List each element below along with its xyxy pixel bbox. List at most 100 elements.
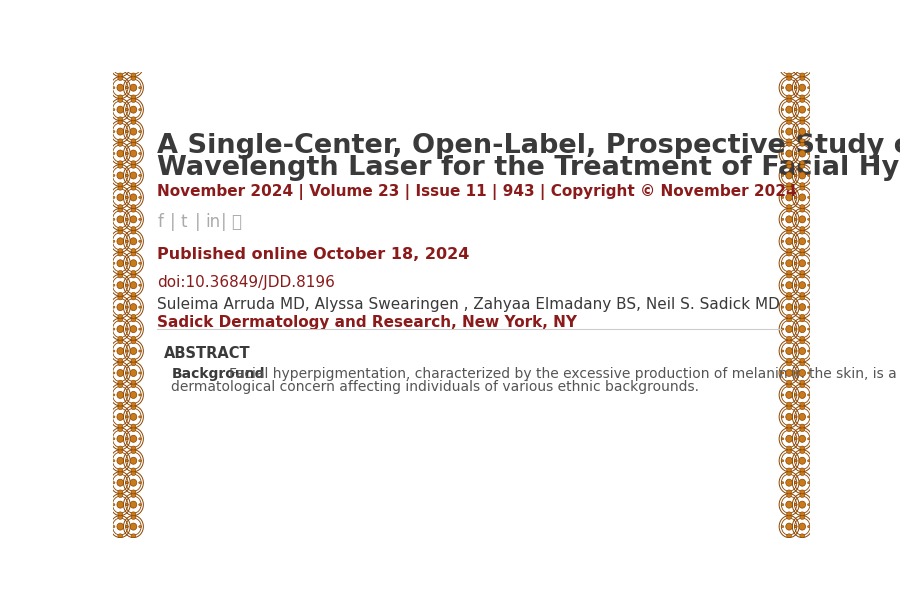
Ellipse shape	[787, 164, 791, 169]
Ellipse shape	[786, 84, 792, 91]
Ellipse shape	[126, 438, 128, 440]
Ellipse shape	[131, 54, 136, 59]
Ellipse shape	[800, 424, 805, 428]
Ellipse shape	[118, 54, 122, 59]
Ellipse shape	[130, 194, 137, 201]
Ellipse shape	[117, 347, 123, 355]
Ellipse shape	[787, 95, 791, 99]
Ellipse shape	[795, 240, 797, 242]
Ellipse shape	[118, 292, 122, 297]
Ellipse shape	[781, 481, 784, 484]
Ellipse shape	[126, 504, 128, 506]
Ellipse shape	[781, 218, 784, 220]
Ellipse shape	[786, 62, 792, 69]
Ellipse shape	[799, 304, 806, 310]
Ellipse shape	[117, 194, 123, 201]
Ellipse shape	[800, 120, 805, 124]
Ellipse shape	[112, 525, 115, 528]
Ellipse shape	[125, 460, 128, 462]
Ellipse shape	[130, 413, 137, 420]
Ellipse shape	[786, 128, 792, 135]
Ellipse shape	[800, 336, 805, 340]
Ellipse shape	[118, 182, 122, 187]
Ellipse shape	[131, 205, 136, 208]
Ellipse shape	[787, 226, 791, 231]
Ellipse shape	[787, 120, 791, 124]
Ellipse shape	[112, 328, 115, 330]
Ellipse shape	[787, 336, 791, 340]
Ellipse shape	[795, 65, 797, 67]
Ellipse shape	[125, 175, 128, 176]
Ellipse shape	[125, 284, 128, 286]
Ellipse shape	[800, 468, 805, 472]
Ellipse shape	[117, 128, 123, 135]
Ellipse shape	[795, 504, 796, 506]
Text: A Single-Center, Open-Label, Prospective Study of a 589/1319 nm Dual: A Single-Center, Open-Label, Prospective…	[158, 132, 900, 158]
Ellipse shape	[131, 139, 136, 143]
Ellipse shape	[131, 95, 136, 99]
Ellipse shape	[795, 109, 796, 111]
Ellipse shape	[795, 438, 797, 440]
Ellipse shape	[118, 164, 122, 169]
Ellipse shape	[807, 416, 810, 418]
Ellipse shape	[787, 424, 791, 428]
Ellipse shape	[799, 128, 806, 135]
Ellipse shape	[112, 460, 115, 462]
Ellipse shape	[799, 84, 806, 91]
Ellipse shape	[787, 362, 791, 366]
Ellipse shape	[130, 260, 137, 267]
Ellipse shape	[131, 428, 136, 432]
Text: |: |	[194, 213, 201, 231]
Ellipse shape	[787, 161, 791, 165]
Ellipse shape	[786, 281, 792, 289]
Ellipse shape	[781, 460, 784, 462]
Ellipse shape	[125, 218, 128, 220]
Ellipse shape	[800, 143, 805, 146]
Ellipse shape	[787, 428, 791, 432]
Ellipse shape	[786, 216, 792, 223]
Ellipse shape	[118, 318, 122, 322]
Ellipse shape	[126, 416, 128, 418]
Ellipse shape	[781, 152, 784, 155]
Ellipse shape	[125, 109, 128, 111]
Ellipse shape	[807, 196, 810, 199]
Ellipse shape	[800, 98, 805, 103]
Ellipse shape	[112, 175, 115, 176]
Ellipse shape	[795, 196, 797, 199]
Ellipse shape	[131, 274, 136, 278]
Ellipse shape	[800, 117, 805, 121]
Ellipse shape	[800, 164, 805, 169]
Ellipse shape	[795, 481, 797, 484]
Ellipse shape	[130, 62, 137, 69]
Ellipse shape	[795, 218, 797, 220]
Ellipse shape	[131, 314, 136, 318]
Ellipse shape	[795, 350, 796, 352]
Ellipse shape	[118, 77, 122, 80]
Ellipse shape	[139, 504, 141, 506]
Text: in: in	[205, 213, 220, 231]
Ellipse shape	[131, 252, 136, 256]
Ellipse shape	[787, 208, 791, 212]
Ellipse shape	[131, 73, 136, 77]
Ellipse shape	[786, 172, 792, 179]
Text: Suleima Arruda MD, Alyssa Swearingen , Zahyaa Elmadany BS, Neil S. Sadick MD: Suleima Arruda MD, Alyssa Swearingen , Z…	[158, 297, 780, 312]
Ellipse shape	[130, 150, 137, 157]
Ellipse shape	[118, 296, 122, 300]
Ellipse shape	[117, 391, 123, 399]
Ellipse shape	[118, 362, 122, 366]
Ellipse shape	[125, 130, 128, 133]
Ellipse shape	[795, 438, 796, 440]
Ellipse shape	[139, 130, 141, 133]
Ellipse shape	[118, 384, 122, 388]
Ellipse shape	[118, 515, 122, 519]
Ellipse shape	[131, 182, 136, 187]
Ellipse shape	[786, 413, 792, 420]
Ellipse shape	[118, 248, 122, 252]
Ellipse shape	[139, 175, 141, 176]
Ellipse shape	[807, 130, 810, 133]
Ellipse shape	[126, 65, 128, 67]
Ellipse shape	[117, 150, 123, 157]
Ellipse shape	[130, 326, 137, 333]
Ellipse shape	[131, 120, 136, 124]
Ellipse shape	[787, 205, 791, 208]
